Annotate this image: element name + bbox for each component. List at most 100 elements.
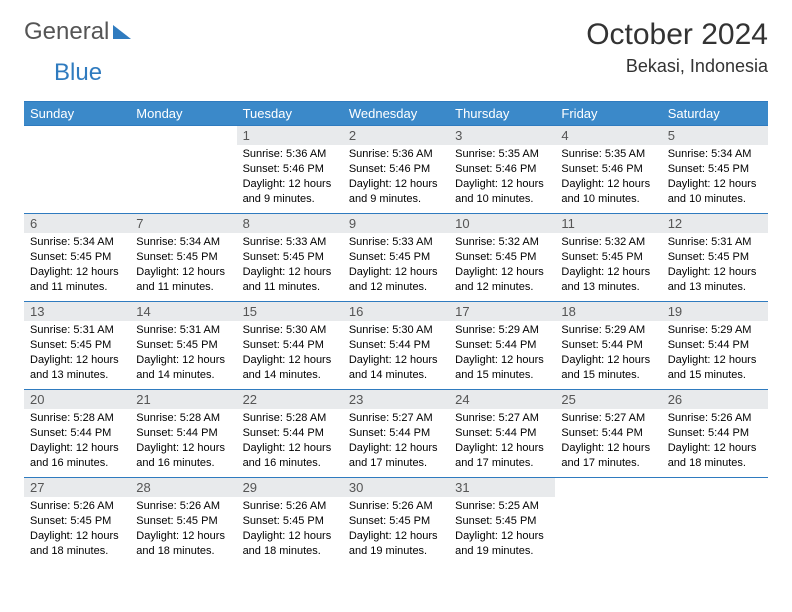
sunrise-text: Sunrise: 5:28 AM [30,412,114,424]
sunset-text: Sunset: 5:45 PM [136,251,217,263]
sunset-text: Sunset: 5:46 PM [455,163,536,175]
calendar-day-cell: .. [130,126,236,214]
calendar-day-cell: 30Sunrise: 5:26 AMSunset: 5:45 PMDayligh… [343,478,449,566]
day-details: Sunrise: 5:27 AMSunset: 5:44 PMDaylight:… [343,409,449,474]
sunrise-text: Sunrise: 5:29 AM [455,324,539,336]
calendar-body: ....1Sunrise: 5:36 AMSunset: 5:46 PMDayl… [24,126,768,566]
calendar-day-cell: 14Sunrise: 5:31 AMSunset: 5:45 PMDayligh… [130,302,236,390]
day-header: Saturday [662,102,768,126]
calendar-week-row: ....1Sunrise: 5:36 AMSunset: 5:46 PMDayl… [24,126,768,214]
daylight-text: Daylight: 12 hours and 9 minutes. [243,178,332,205]
daylight-text: Daylight: 12 hours and 10 minutes. [455,178,544,205]
sunrise-text: Sunrise: 5:35 AM [455,148,539,160]
day-details: Sunrise: 5:26 AMSunset: 5:45 PMDaylight:… [343,497,449,562]
sunrise-text: Sunrise: 5:32 AM [455,236,539,248]
calendar-day-cell: 18Sunrise: 5:29 AMSunset: 5:44 PMDayligh… [555,302,661,390]
sunset-text: Sunset: 5:44 PM [136,427,217,439]
daylight-text: Daylight: 12 hours and 16 minutes. [136,442,225,469]
daylight-text: Daylight: 12 hours and 16 minutes. [30,442,119,469]
sunset-text: Sunset: 5:45 PM [136,515,217,527]
day-details: Sunrise: 5:33 AMSunset: 5:45 PMDaylight:… [343,233,449,298]
brand-part1: General [24,18,109,46]
day-number: 25 [555,390,661,409]
sunrise-text: Sunrise: 5:27 AM [561,412,645,424]
calendar-day-cell: 7Sunrise: 5:34 AMSunset: 5:45 PMDaylight… [130,214,236,302]
day-number: 26 [662,390,768,409]
day-details: Sunrise: 5:26 AMSunset: 5:45 PMDaylight:… [130,497,236,562]
sunset-text: Sunset: 5:45 PM [30,515,111,527]
daylight-text: Daylight: 12 hours and 13 minutes. [668,266,757,293]
day-details: Sunrise: 5:33 AMSunset: 5:45 PMDaylight:… [237,233,343,298]
day-header: Monday [130,102,236,126]
day-details: Sunrise: 5:29 AMSunset: 5:44 PMDaylight:… [662,321,768,386]
day-details: Sunrise: 5:34 AMSunset: 5:45 PMDaylight:… [24,233,130,298]
day-number: 11 [555,214,661,233]
day-number: 24 [449,390,555,409]
day-details: Sunrise: 5:35 AMSunset: 5:46 PMDaylight:… [555,145,661,210]
day-number: 29 [237,478,343,497]
sunrise-text: Sunrise: 5:33 AM [243,236,327,248]
calendar-day-cell: 5Sunrise: 5:34 AMSunset: 5:45 PMDaylight… [662,126,768,214]
day-number: 9 [343,214,449,233]
calendar-day-cell: .. [555,478,661,566]
sunset-text: Sunset: 5:45 PM [349,515,430,527]
day-number: 6 [24,214,130,233]
day-details: Sunrise: 5:32 AMSunset: 5:45 PMDaylight:… [449,233,555,298]
calendar-day-cell: 28Sunrise: 5:26 AMSunset: 5:45 PMDayligh… [130,478,236,566]
calendar-day-cell: .. [662,478,768,566]
day-number: 16 [343,302,449,321]
day-details: Sunrise: 5:28 AMSunset: 5:44 PMDaylight:… [237,409,343,474]
daylight-text: Daylight: 12 hours and 10 minutes. [668,178,757,205]
day-details: Sunrise: 5:28 AMSunset: 5:44 PMDaylight:… [24,409,130,474]
daylight-text: Daylight: 12 hours and 17 minutes. [349,442,438,469]
sunrise-text: Sunrise: 5:31 AM [668,236,752,248]
sunrise-text: Sunrise: 5:26 AM [668,412,752,424]
sunset-text: Sunset: 5:45 PM [243,251,324,263]
sunset-text: Sunset: 5:45 PM [561,251,642,263]
day-number: 1 [237,126,343,145]
sunrise-text: Sunrise: 5:30 AM [349,324,433,336]
day-header: Wednesday [343,102,449,126]
sunrise-text: Sunrise: 5:29 AM [561,324,645,336]
day-header: Thursday [449,102,555,126]
title-block: October 2024 Bekasi, Indonesia [586,18,768,77]
calendar-day-cell: 29Sunrise: 5:26 AMSunset: 5:45 PMDayligh… [237,478,343,566]
sunrise-text: Sunrise: 5:36 AM [243,148,327,160]
day-number: 10 [449,214,555,233]
day-number: 23 [343,390,449,409]
day-number: 20 [24,390,130,409]
calendar-day-cell: 26Sunrise: 5:26 AMSunset: 5:44 PMDayligh… [662,390,768,478]
sunset-text: Sunset: 5:45 PM [30,251,111,263]
calendar-day-cell: 19Sunrise: 5:29 AMSunset: 5:44 PMDayligh… [662,302,768,390]
sunrise-text: Sunrise: 5:26 AM [136,500,220,512]
daylight-text: Daylight: 12 hours and 14 minutes. [243,354,332,381]
calendar-day-cell: 20Sunrise: 5:28 AMSunset: 5:44 PMDayligh… [24,390,130,478]
daylight-text: Daylight: 12 hours and 15 minutes. [561,354,650,381]
sunset-text: Sunset: 5:44 PM [243,339,324,351]
day-number: 12 [662,214,768,233]
sunset-text: Sunset: 5:44 PM [455,427,536,439]
sunset-text: Sunset: 5:45 PM [349,251,430,263]
day-number: 22 [237,390,343,409]
day-number: 28 [130,478,236,497]
sunset-text: Sunset: 5:46 PM [561,163,642,175]
sunrise-text: Sunrise: 5:31 AM [136,324,220,336]
calendar-day-cell: 23Sunrise: 5:27 AMSunset: 5:44 PMDayligh… [343,390,449,478]
month-title: October 2024 [586,18,768,52]
daylight-text: Daylight: 12 hours and 11 minutes. [30,266,119,293]
day-details: Sunrise: 5:36 AMSunset: 5:46 PMDaylight:… [237,145,343,210]
calendar-day-cell: .. [24,126,130,214]
sunrise-text: Sunrise: 5:26 AM [30,500,114,512]
day-number: 21 [130,390,236,409]
calendar-table: SundayMondayTuesdayWednesdayThursdayFrid… [24,102,768,566]
location-label: Bekasi, Indonesia [586,56,768,77]
sunrise-text: Sunrise: 5:30 AM [243,324,327,336]
calendar-week-row: 6Sunrise: 5:34 AMSunset: 5:45 PMDaylight… [24,214,768,302]
daylight-text: Daylight: 12 hours and 15 minutes. [668,354,757,381]
daylight-text: Daylight: 12 hours and 12 minutes. [349,266,438,293]
day-number: 13 [24,302,130,321]
sail-icon [113,25,131,39]
day-details: Sunrise: 5:31 AMSunset: 5:45 PMDaylight:… [24,321,130,386]
sunset-text: Sunset: 5:44 PM [561,339,642,351]
sunset-text: Sunset: 5:44 PM [455,339,536,351]
